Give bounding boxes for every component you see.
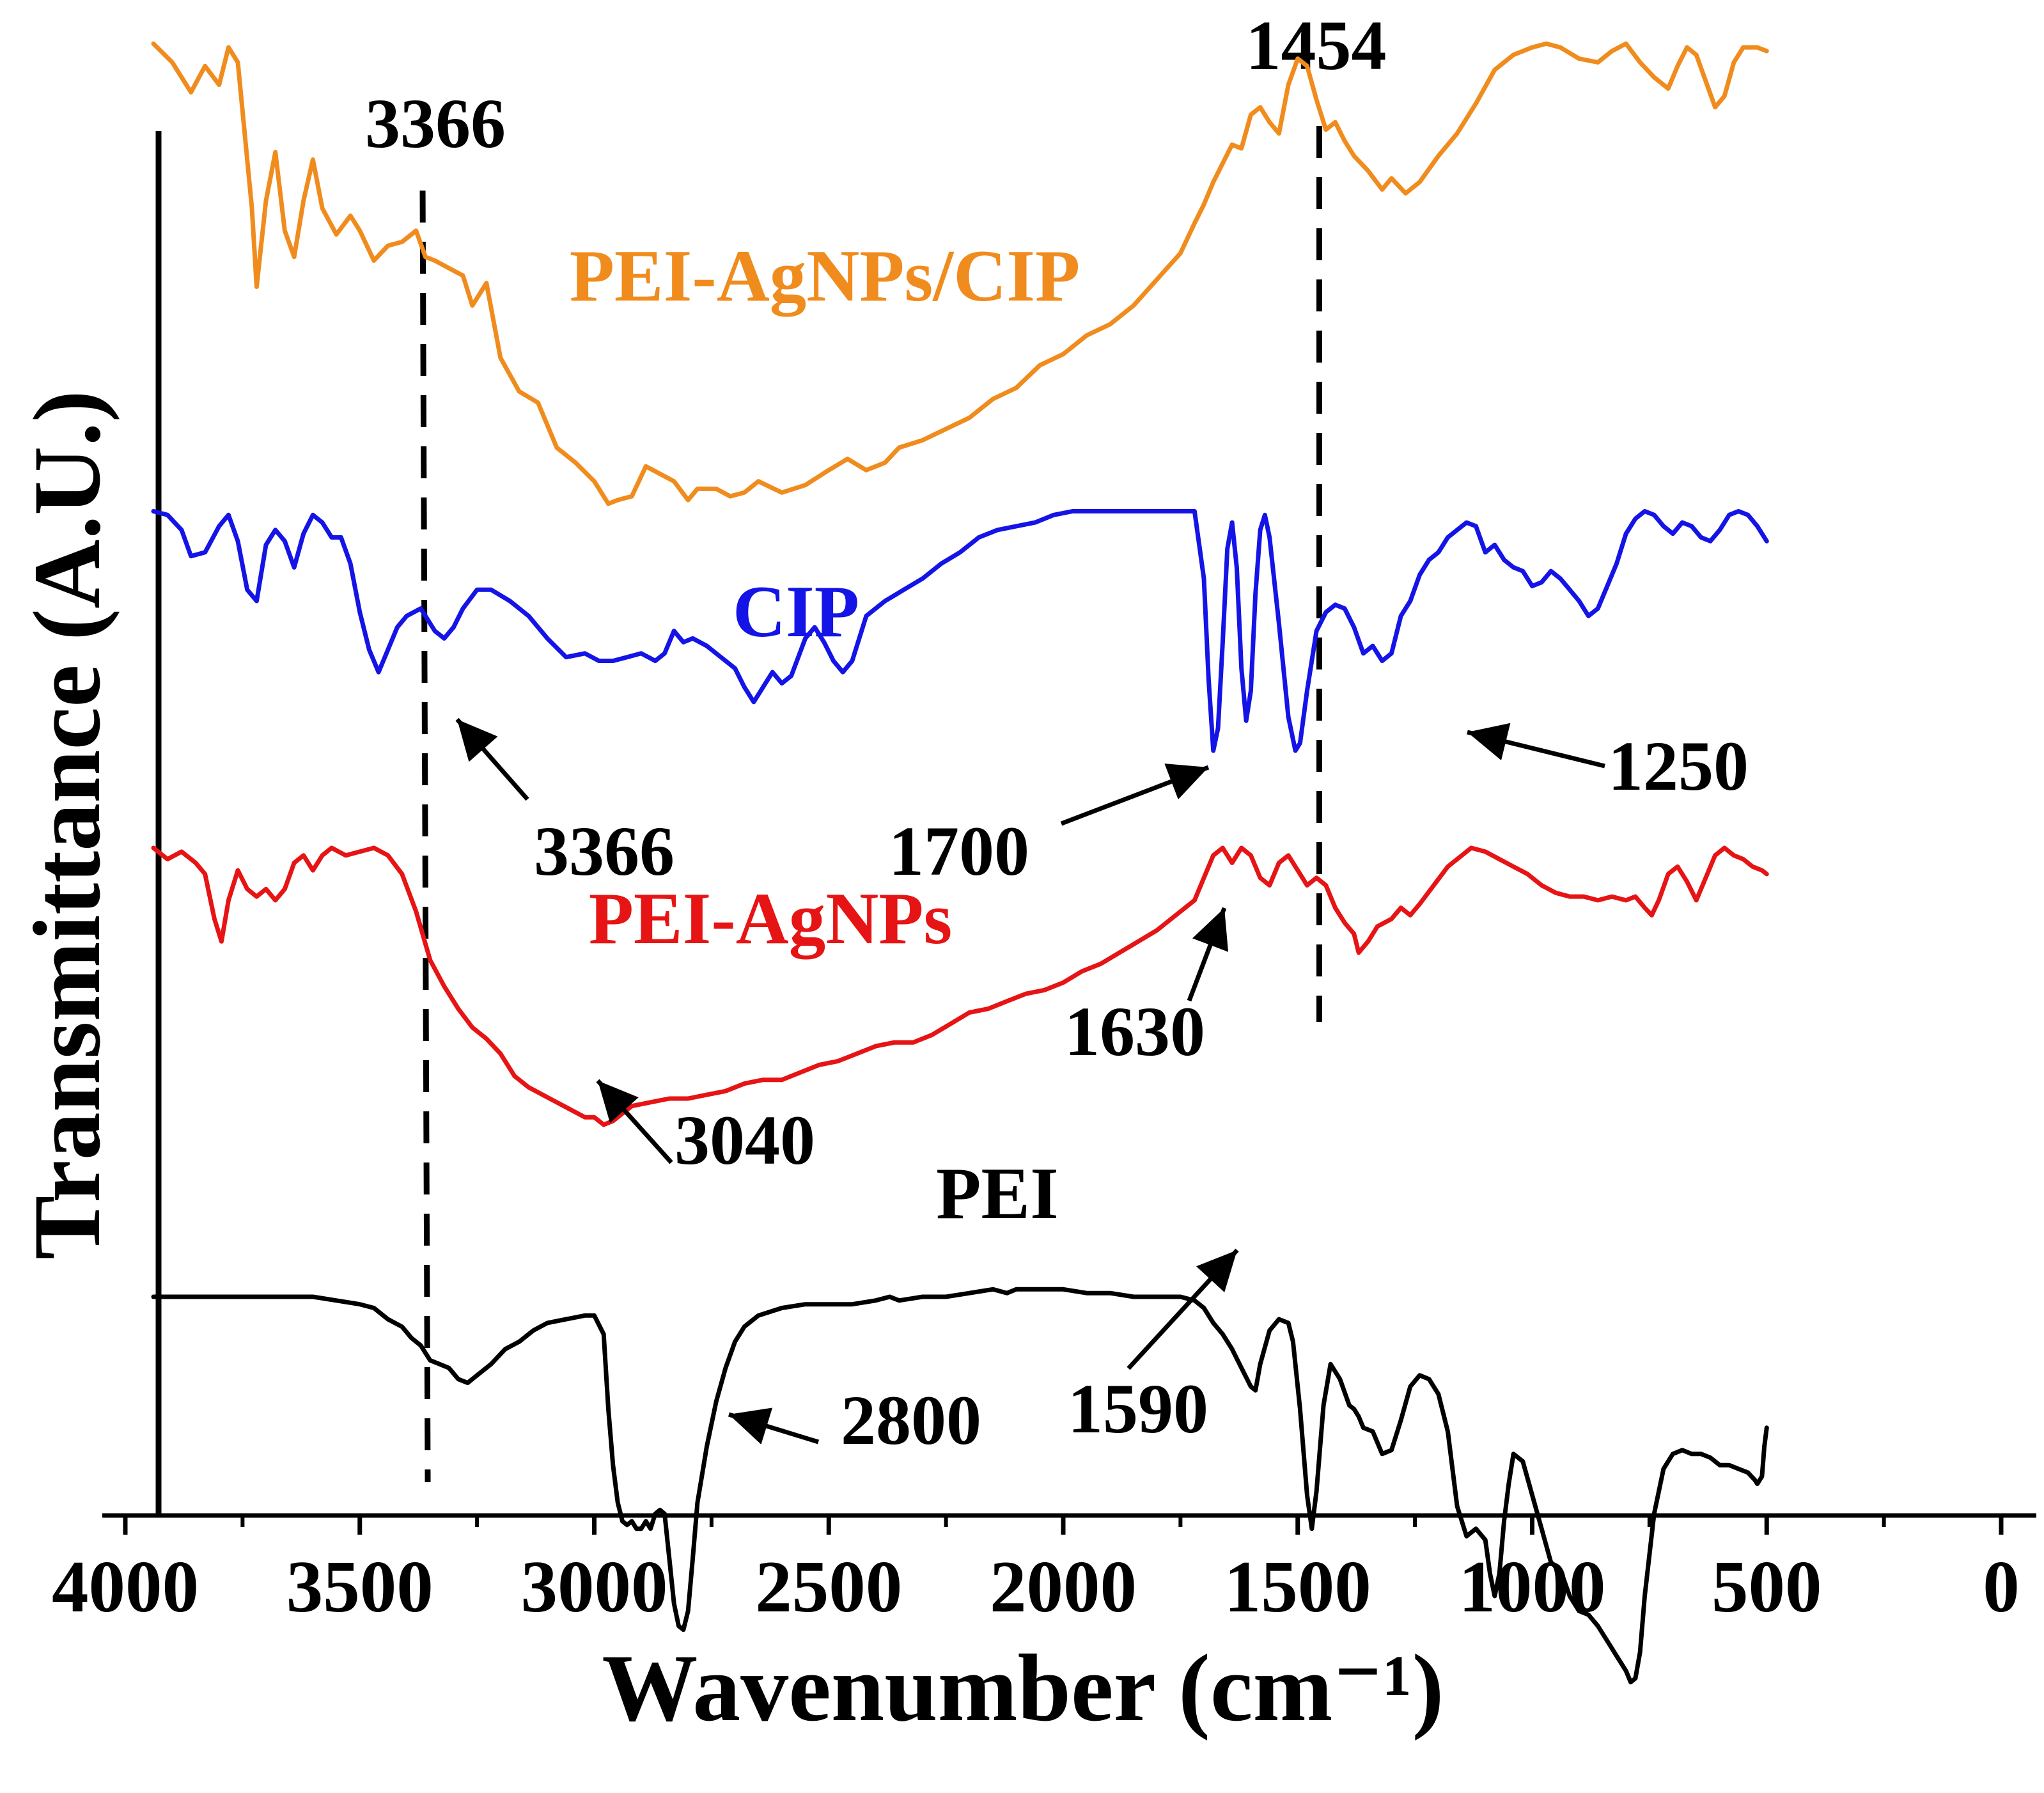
x-axis-label: Wavenumber (cm⁻¹)	[602, 1635, 1444, 1741]
annotation-label-1700: 1700	[889, 812, 1029, 890]
reference-lines: 3366 1454	[365, 6, 1386, 1483]
x-tick-label: 3000	[521, 1546, 668, 1627]
x-tick-label: 4000	[52, 1546, 199, 1627]
series-label-cip: CIP	[733, 571, 859, 652]
annotation-arrowhead-1590	[1196, 1250, 1237, 1292]
y-axis-label: Transmittance (A.U.)	[14, 390, 120, 1259]
x-ticks: 4000 3500 3000 2500 2000 1500 1000 500 0	[52, 1515, 2020, 1627]
labels-layer: Wavenumber (cm⁻¹) Transmittance (A.U.) P…	[14, 235, 1444, 1741]
annotation-arrowhead-3366	[457, 719, 498, 762]
series-line-cip	[151, 509, 1769, 753]
x-tick-label: 2500	[755, 1546, 902, 1627]
annotation-label-3366: 3366	[534, 812, 675, 890]
reference-line-label-3366: 3366	[365, 84, 506, 162]
reference-line-3366	[419, 190, 431, 1483]
x-tick-label: 2000	[990, 1546, 1137, 1627]
x-tick-label: 3500	[286, 1546, 433, 1627]
annotation-label-2800: 2800	[841, 1381, 981, 1459]
axes	[102, 131, 2036, 1518]
annotation-arrowhead-1700	[1164, 763, 1208, 800]
annotation-arrowhead-1250	[1467, 723, 1511, 760]
series-layer	[151, 41, 1769, 1685]
x-tick-label: 500	[1712, 1546, 1822, 1627]
annotation-label-1630: 1630	[1065, 992, 1205, 1070]
x-tick-label: 0	[1983, 1546, 2020, 1627]
annotation-arrows: 3366 1700 1250 1630 3040 2800 1590	[455, 717, 1749, 1459]
annotation-arrowhead-2800	[729, 1407, 773, 1445]
series-label-pei: PEI	[936, 1153, 1059, 1234]
reference-line-label-1454: 1454	[1245, 6, 1386, 84]
x-tick-label: 1500	[1224, 1546, 1371, 1627]
annotation-label-1250: 1250	[1608, 727, 1749, 805]
annotation-label-3040: 3040	[675, 1101, 815, 1179]
annotation-label-1590: 1590	[1068, 1370, 1208, 1448]
annotation-arrowhead-3040	[598, 1081, 639, 1124]
series-line-pei-agnps-cip	[151, 41, 1769, 506]
series-line-pei	[151, 1287, 1769, 1685]
series-label-pei-agnps: PEI-AgNPs	[589, 878, 953, 959]
annotation-arrowhead-1630	[1192, 908, 1229, 952]
series-label-pei-agnps-cip: PEI-AgNPs/CIP	[570, 235, 1081, 317]
series-line-pei-agnps	[151, 845, 1769, 1127]
